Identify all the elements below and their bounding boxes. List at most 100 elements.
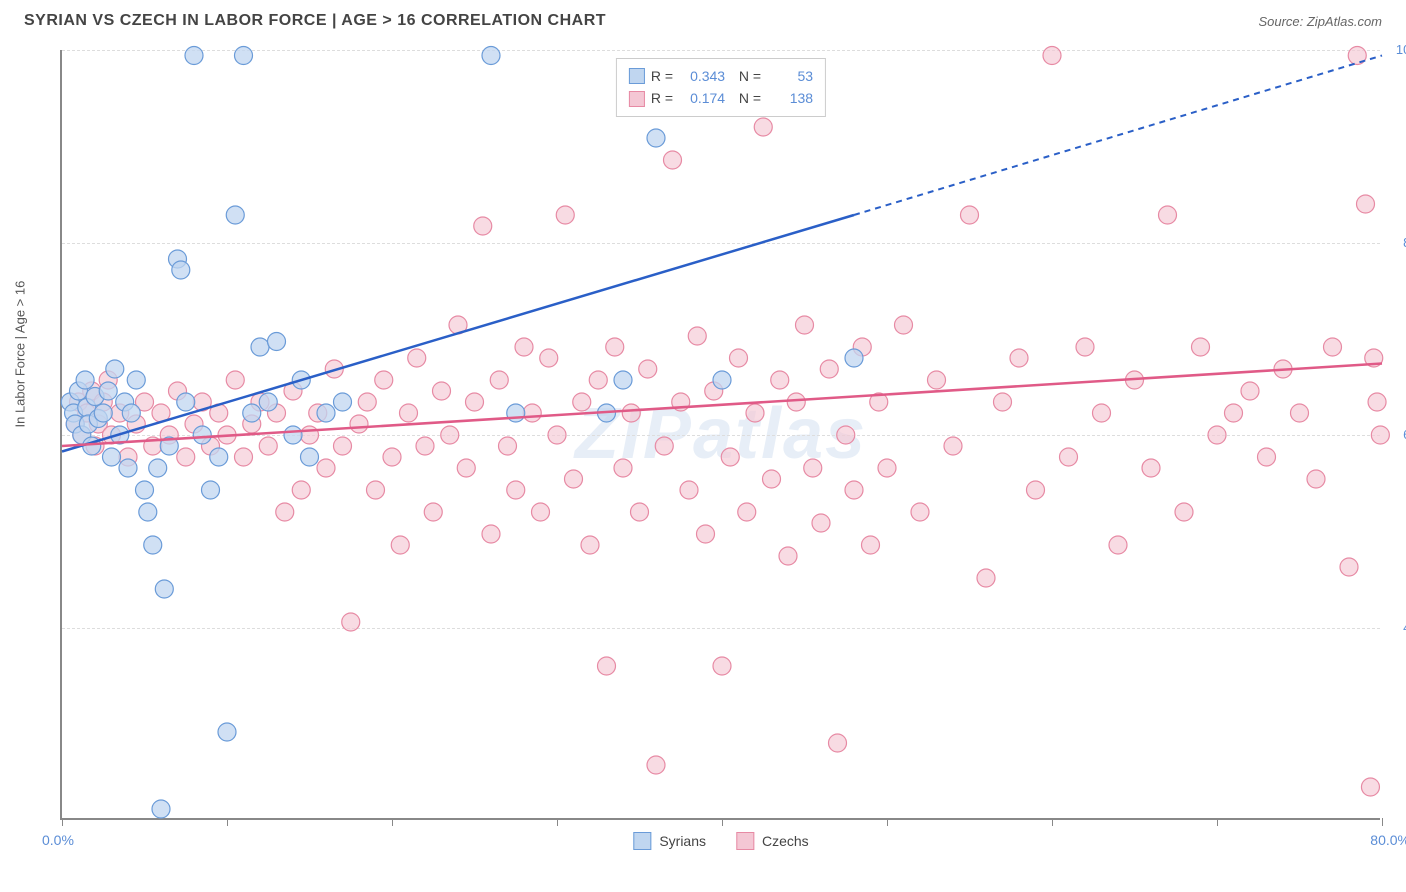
data-point: [76, 371, 94, 389]
data-point: [1159, 206, 1177, 224]
data-point: [829, 734, 847, 752]
data-point: [416, 437, 434, 455]
legend-label-czech: Czechs: [762, 833, 809, 849]
x-tick: [722, 818, 723, 826]
regression-line-extrapolated: [854, 56, 1382, 216]
data-point: [779, 547, 797, 565]
scatter-plot-svg: [62, 50, 1380, 818]
data-point: [878, 459, 896, 477]
stats-value-r-czech: 0.174: [679, 87, 725, 109]
data-point: [243, 404, 261, 422]
data-point: [358, 393, 376, 411]
legend-swatch-syrian: [633, 832, 651, 850]
data-point: [1225, 404, 1243, 422]
data-point: [1093, 404, 1111, 422]
data-point: [367, 481, 385, 499]
data-point: [804, 459, 822, 477]
data-point: [284, 426, 302, 444]
data-point: [614, 459, 632, 477]
data-point: [342, 613, 360, 631]
stats-label-r: R =: [651, 65, 673, 87]
data-point: [1043, 47, 1061, 65]
data-point: [548, 426, 566, 444]
data-point: [532, 503, 550, 521]
data-point: [556, 206, 574, 224]
data-point: [994, 393, 1012, 411]
data-point: [606, 338, 624, 356]
data-point: [383, 448, 401, 466]
data-point: [738, 503, 756, 521]
data-point: [928, 371, 946, 389]
legend: Syrians Czechs: [633, 832, 808, 850]
data-point: [812, 514, 830, 532]
x-tick: [62, 818, 63, 826]
x-tick: [1382, 818, 1383, 826]
data-point: [1241, 382, 1259, 400]
data-point: [1109, 536, 1127, 554]
data-point: [746, 404, 764, 422]
chart-plot-area: ZIPatlas 47.5%65.0%82.5%100.0% R = 0.343…: [60, 50, 1380, 820]
data-point: [1192, 338, 1210, 356]
data-point: [664, 151, 682, 169]
data-point: [103, 448, 121, 466]
data-point: [218, 723, 236, 741]
legend-swatch-czech: [736, 832, 754, 850]
data-point: [507, 404, 525, 422]
data-point: [400, 404, 418, 422]
data-point: [334, 393, 352, 411]
data-point: [474, 217, 492, 235]
data-point: [614, 371, 632, 389]
x-axis-label-min: 0.0%: [42, 832, 74, 848]
data-point: [391, 536, 409, 554]
stats-swatch-czech: [629, 91, 645, 107]
legend-label-syrian: Syrians: [659, 833, 706, 849]
data-point: [1076, 338, 1094, 356]
correlation-stats-box: R = 0.343 N = 53 R = 0.174 N = 138: [616, 58, 826, 117]
chart-title: SYRIAN VS CZECH IN LABOR FORCE | AGE > 1…: [24, 12, 606, 30]
data-point: [911, 503, 929, 521]
data-point: [647, 756, 665, 774]
data-point: [375, 371, 393, 389]
data-point: [1142, 459, 1160, 477]
data-point: [482, 47, 500, 65]
data-point: [152, 800, 170, 818]
y-tick-label: 82.5%: [1385, 235, 1406, 250]
data-point: [721, 448, 739, 466]
data-point: [730, 349, 748, 367]
data-point: [139, 503, 157, 521]
data-point: [845, 349, 863, 367]
data-point: [1175, 503, 1193, 521]
data-point: [499, 437, 517, 455]
data-point: [122, 404, 140, 422]
stats-label-n: N =: [731, 87, 761, 109]
data-point: [193, 426, 211, 444]
chart-source: Source: ZipAtlas.com: [1258, 14, 1382, 29]
data-point: [1060, 448, 1078, 466]
data-point: [845, 481, 863, 499]
data-point: [523, 404, 541, 422]
data-point: [581, 536, 599, 554]
data-point: [688, 327, 706, 345]
y-tick-label: 47.5%: [1385, 620, 1406, 635]
x-tick: [1052, 818, 1053, 826]
data-point: [565, 470, 583, 488]
data-point: [226, 206, 244, 224]
data-point: [977, 569, 995, 587]
data-point: [796, 316, 814, 334]
x-tick: [887, 818, 888, 826]
data-point: [837, 426, 855, 444]
chart-header: SYRIAN VS CZECH IN LABOR FORCE | AGE > 1…: [0, 0, 1406, 38]
stats-label-r: R =: [651, 87, 673, 109]
legend-item-syrian: Syrians: [633, 832, 706, 850]
data-point: [771, 371, 789, 389]
data-point: [149, 459, 167, 477]
data-point: [631, 503, 649, 521]
data-point: [515, 338, 533, 356]
data-point: [1010, 349, 1028, 367]
data-point: [301, 448, 319, 466]
data-point: [1357, 195, 1375, 213]
y-axis-label: In Labor Force | Age > 16: [13, 281, 28, 428]
x-tick: [557, 818, 558, 826]
data-point: [226, 371, 244, 389]
data-point: [1258, 448, 1276, 466]
